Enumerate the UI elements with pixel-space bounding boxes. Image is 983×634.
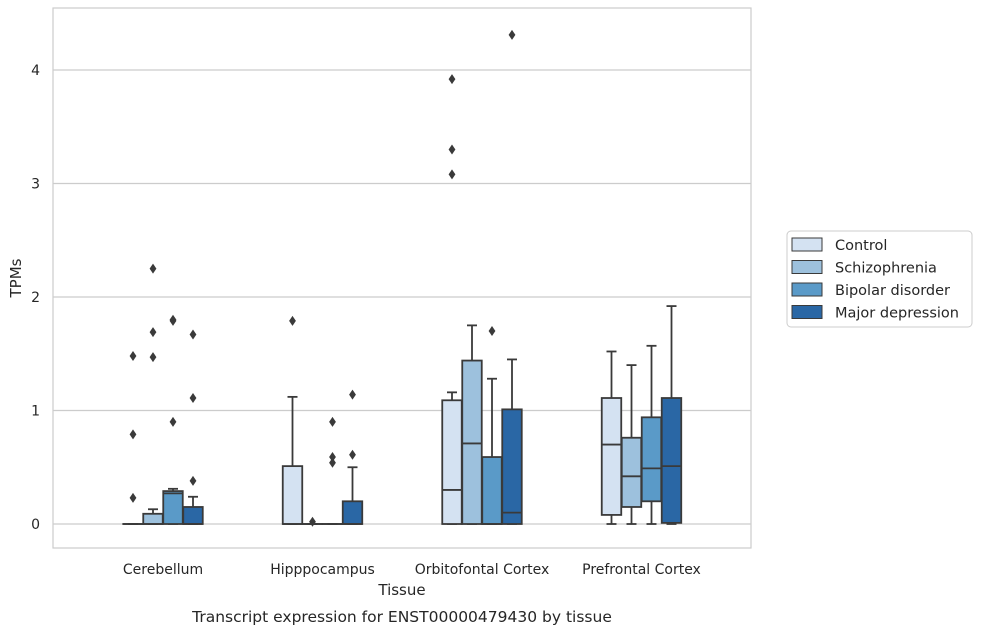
outlier-point (189, 393, 197, 404)
box-control (122, 351, 144, 525)
outlier-point (448, 144, 456, 155)
box-major-depression (660, 305, 683, 525)
legend-swatch (791, 305, 823, 319)
outlier-point (129, 429, 137, 440)
x-tick-label: Orbitofontal Cortex (415, 562, 550, 578)
box-schizophrenia (301, 516, 324, 527)
x-tick-label: Prefrontal Cortex (582, 562, 701, 578)
box-bipolar-disorder (162, 314, 184, 525)
box-body (600, 397, 623, 516)
outlier-point (149, 352, 157, 363)
box-bipolar-disorder (481, 326, 503, 525)
boxes (122, 29, 683, 527)
box-body (142, 512, 164, 525)
box-schizophrenia (461, 324, 483, 525)
outlier-point (289, 315, 296, 326)
box-control (600, 350, 623, 525)
outlier-point (448, 169, 456, 180)
legend-label: Bipolar disorder (835, 283, 950, 299)
outlier-point (149, 263, 157, 274)
outlier-point (189, 329, 197, 340)
box-bipolar-disorder (640, 344, 663, 525)
box-control (441, 74, 463, 525)
box-schizophrenia (620, 364, 643, 525)
y-tick-label: 3 (31, 177, 40, 193)
outlier-point (508, 29, 516, 40)
box-body (620, 436, 643, 508)
box-schizophrenia (142, 263, 164, 525)
legend: Control Schizophrenia Bipolar disorder Majo… (786, 230, 973, 328)
chart-caption: Transcript expression for ENST0000047943… (191, 608, 612, 626)
outlier-point (169, 314, 177, 325)
legend-label: Control (835, 238, 887, 254)
box-major-depression (501, 29, 523, 525)
box-body (441, 399, 463, 525)
legend-swatch (791, 260, 823, 274)
y-tick-label: 2 (31, 290, 40, 306)
outlier-point (349, 449, 356, 460)
box-body (182, 506, 204, 525)
x-tick-label: Cerebellum (123, 562, 203, 578)
outlier-point (448, 74, 456, 85)
outlier-point (488, 326, 496, 337)
plot-frame (52, 7, 752, 549)
box-body (341, 500, 364, 525)
y-tick-label: 1 (31, 404, 40, 420)
y-tick-label: 0 (31, 517, 40, 533)
outlier-point (129, 492, 137, 503)
outlier-point (329, 416, 336, 427)
box-bipolar-disorder (321, 416, 344, 525)
box-body (461, 359, 483, 525)
box-body (501, 408, 523, 525)
y-tick-label: 4 (31, 63, 40, 79)
outlier-point (329, 452, 336, 463)
outlier-point (169, 416, 177, 427)
outlier-point (329, 457, 336, 468)
outlier-point (129, 351, 137, 362)
outlier-point (149, 327, 157, 338)
legend-swatch (791, 237, 823, 252)
box-body (281, 465, 304, 525)
outlier-point (309, 516, 316, 527)
box-major-depression (182, 329, 204, 525)
box-body (162, 490, 184, 525)
box-body (660, 397, 683, 524)
box-body (640, 416, 663, 503)
legend-label: Schizophrenia (835, 261, 937, 277)
legend-frame (786, 230, 973, 328)
outlier-point (349, 389, 356, 400)
box-control (281, 315, 304, 525)
x-axis-ticks: Cerebellum Hipppocampus Orbitofontal Corte… (123, 562, 701, 578)
x-tick-label: Hipppocampus (270, 562, 375, 578)
y-axis-ticks: 0 1 2 3 4 (31, 63, 40, 533)
box-major-depression (341, 389, 364, 525)
y-axis-label: TPMs (7, 258, 25, 298)
box-body (481, 456, 503, 525)
outlier-point (189, 475, 197, 486)
x-axis-label: Tissue (377, 581, 425, 599)
legend-swatch (791, 282, 823, 297)
legend-label: Major depression (835, 306, 959, 322)
